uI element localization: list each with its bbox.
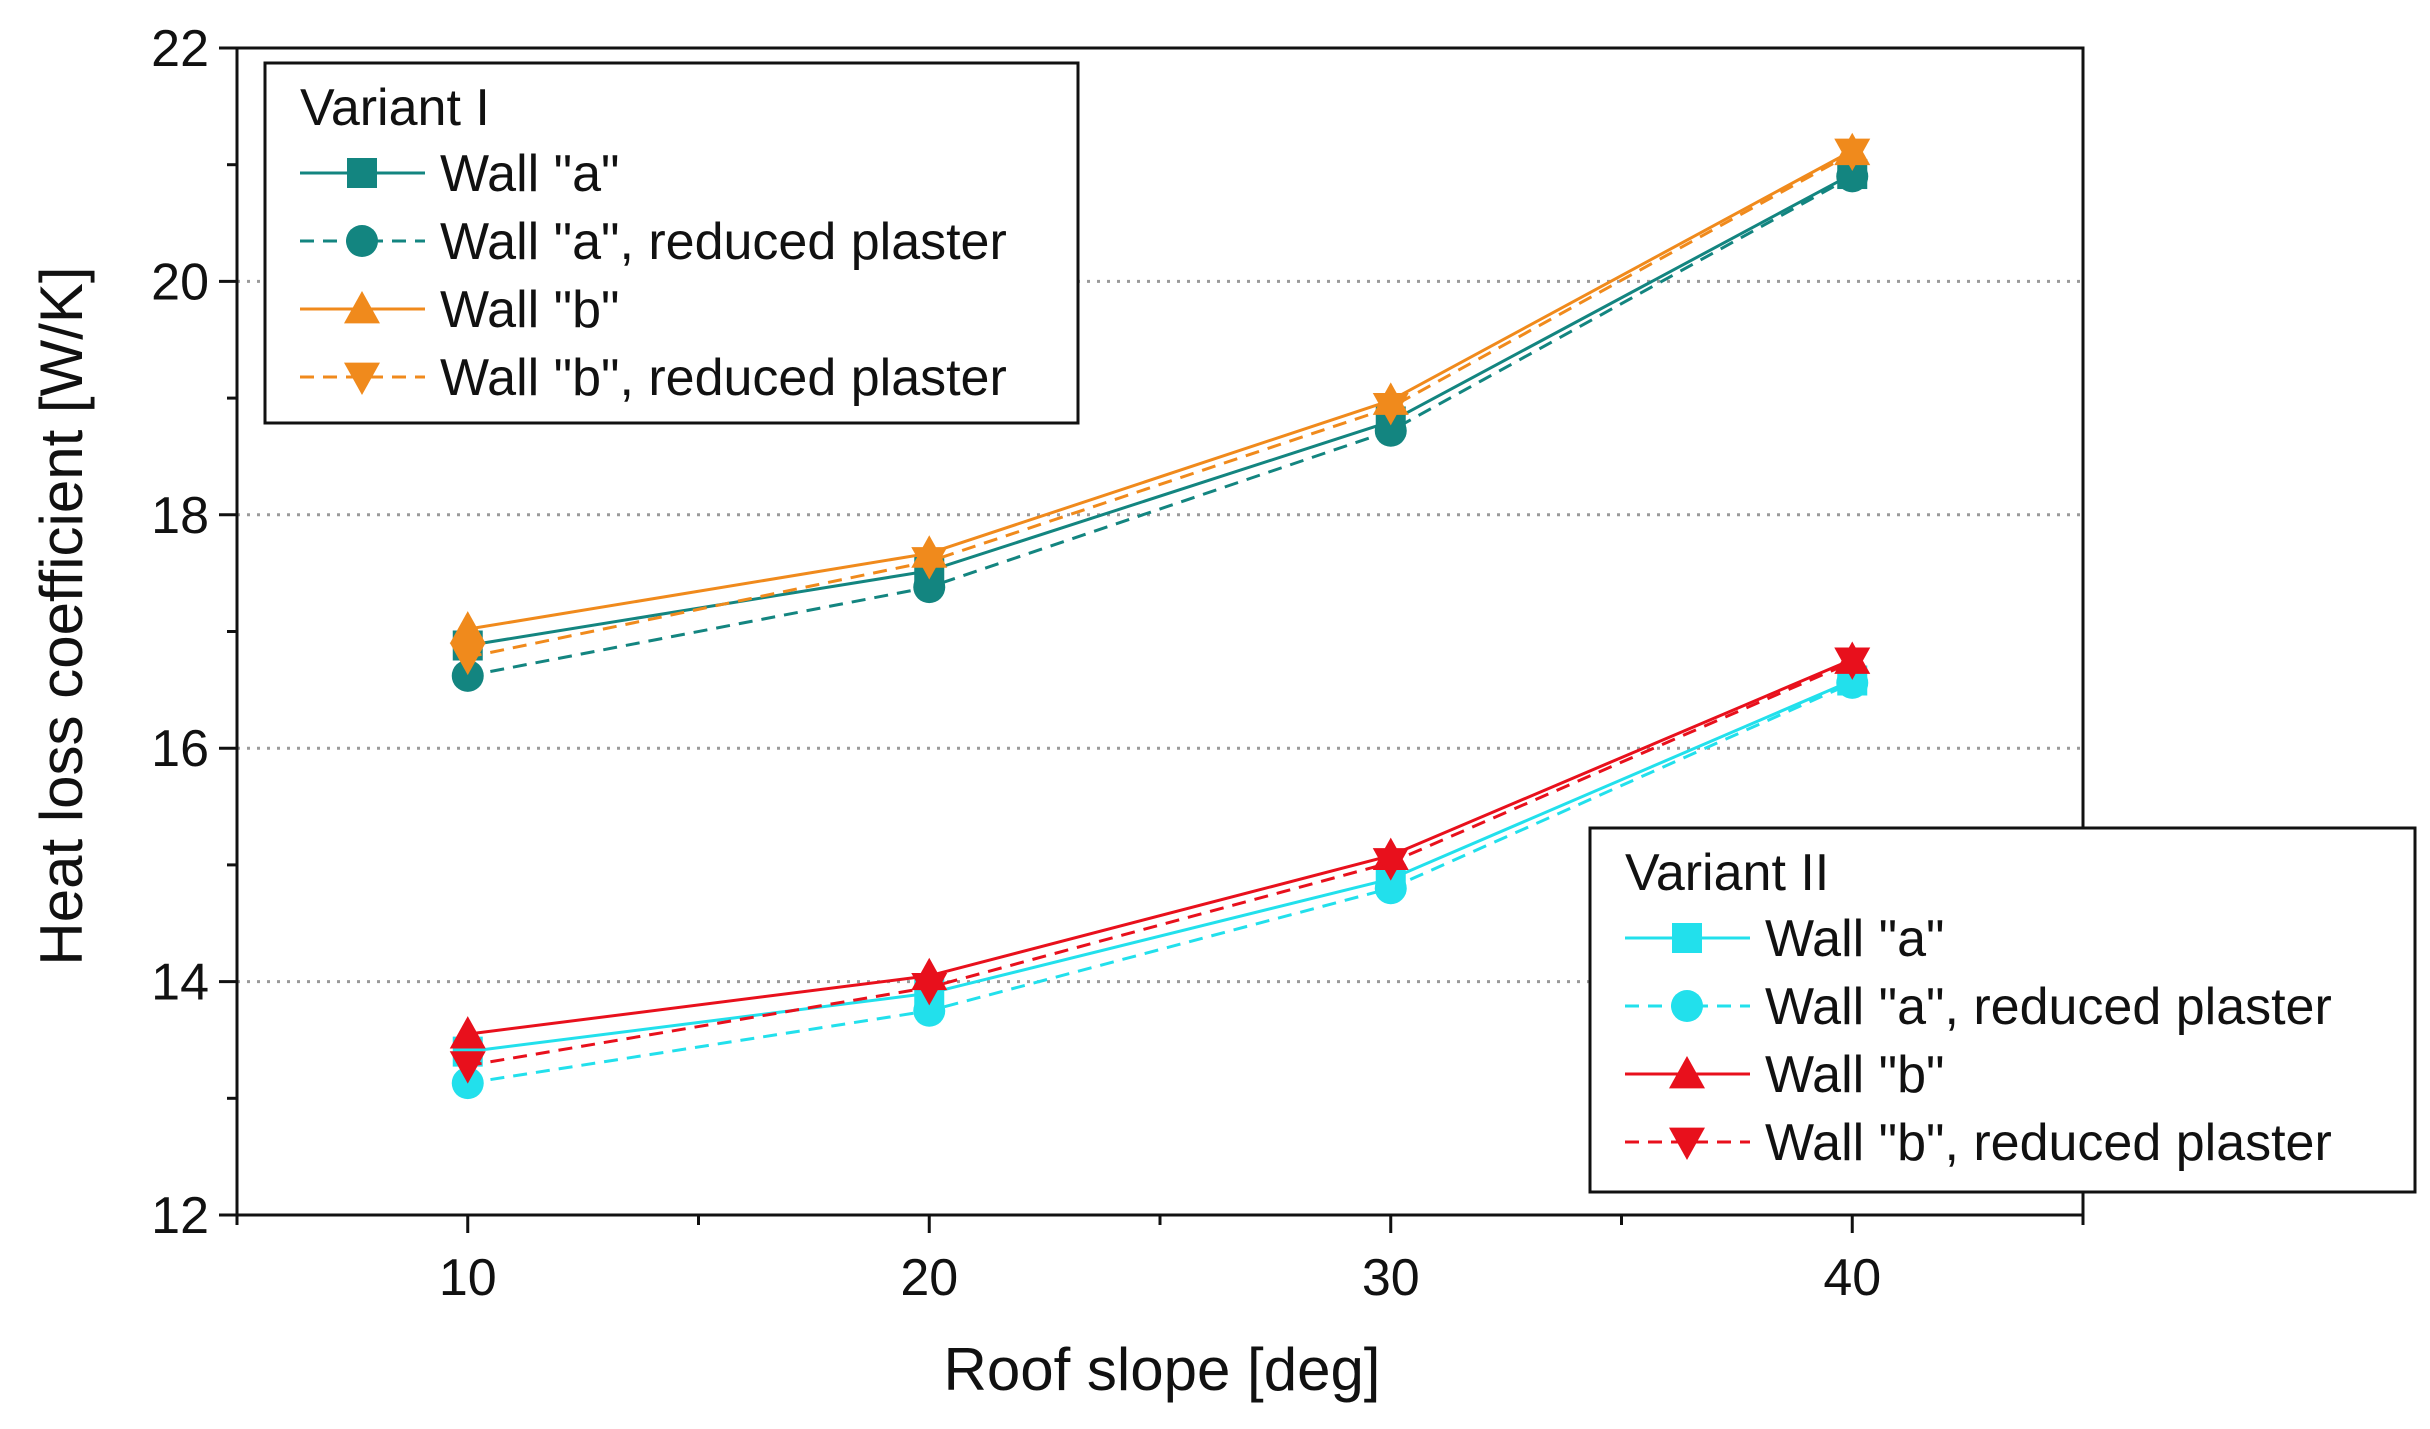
legend-marker bbox=[347, 158, 377, 188]
legend-marker bbox=[1671, 990, 1703, 1022]
x-tick-label: 20 bbox=[900, 1249, 958, 1307]
series-line bbox=[467, 175, 1853, 678]
data-point bbox=[451, 659, 484, 692]
grid-layer bbox=[237, 279, 2083, 984]
legend-title: Variant II bbox=[1625, 844, 1829, 902]
legend-variant-1: Variant I Wall "a" Wall "a", reduced plast… bbox=[263, 61, 1080, 425]
axes-layer: 12 14 16 18 20 22 10 20 30 40 bbox=[151, 20, 2085, 1307]
data-point bbox=[1836, 666, 1869, 699]
legend-marker bbox=[346, 225, 378, 257]
legend-marker bbox=[344, 291, 380, 324]
series-line bbox=[467, 660, 1853, 1068]
legend-marker bbox=[1669, 1056, 1705, 1089]
y-tick-label: 14 bbox=[151, 954, 209, 1012]
legend-label: Wall "b" bbox=[440, 281, 619, 339]
y-axis-label: Heat loss coefficient [W/K] bbox=[28, 266, 95, 965]
data-point bbox=[449, 1016, 486, 1049]
y-tick-label: 16 bbox=[151, 720, 209, 778]
legend-label: Wall "a" bbox=[440, 145, 619, 203]
x-axis-label: Roof slope [deg] bbox=[944, 1336, 1381, 1403]
legend-label: Wall "b" bbox=[1765, 1046, 1944, 1104]
legend-box bbox=[1588, 826, 2417, 1194]
legend-label: Wall "a" bbox=[1765, 910, 1944, 968]
data-point bbox=[913, 571, 946, 604]
y-tick-label: 18 bbox=[151, 487, 209, 545]
data-point bbox=[1372, 848, 1409, 881]
legend-box bbox=[263, 61, 1080, 425]
legend-label: Wall "b", reduced plaster bbox=[1765, 1114, 2332, 1172]
series-line bbox=[467, 681, 1853, 1085]
legend-label: Wall "b", reduced plaster bbox=[440, 349, 1007, 407]
legend-marker bbox=[1672, 923, 1702, 953]
y-tick-label: 22 bbox=[151, 20, 209, 78]
series-line bbox=[467, 679, 1853, 1054]
series-layer bbox=[449, 132, 1871, 1100]
data-point bbox=[449, 1051, 486, 1084]
legend-label: Wall "a", reduced plaster bbox=[440, 213, 1007, 271]
data-point bbox=[449, 642, 486, 676]
data-point bbox=[911, 547, 948, 580]
y-tick-label: 12 bbox=[151, 1187, 209, 1245]
data-point bbox=[1834, 647, 1871, 680]
y-tick-label: 20 bbox=[151, 253, 209, 311]
legend-label: Wall "a", reduced plaster bbox=[1765, 978, 2332, 1036]
data-point bbox=[1372, 393, 1409, 426]
data-point bbox=[1374, 872, 1407, 905]
series-2 bbox=[451, 160, 1869, 692]
legend-marker bbox=[344, 362, 380, 395]
data-point bbox=[1834, 138, 1871, 172]
series-4 bbox=[449, 138, 1871, 676]
data-point bbox=[1836, 160, 1869, 193]
series-line bbox=[467, 149, 1853, 631]
data-point bbox=[913, 994, 946, 1027]
legend-marker bbox=[1669, 1127, 1705, 1160]
legend-variant-2: Variant II Wall "a" Wall "a", reduced plas… bbox=[1588, 826, 2417, 1194]
data-point bbox=[449, 611, 486, 644]
x-tick-label: 30 bbox=[1362, 1249, 1420, 1307]
legend-title: Variant I bbox=[300, 79, 490, 137]
series-line bbox=[467, 658, 1853, 1036]
series-line bbox=[467, 151, 1853, 659]
data-point bbox=[911, 973, 948, 1006]
data-point bbox=[1374, 414, 1407, 447]
legend-layer: Variant I Wall "a" Wall "a", reduced plast… bbox=[263, 61, 2417, 1194]
x-tick-label: 10 bbox=[439, 1249, 497, 1307]
series-8 bbox=[449, 647, 1871, 1084]
x-tick-label: 40 bbox=[1823, 1249, 1881, 1307]
